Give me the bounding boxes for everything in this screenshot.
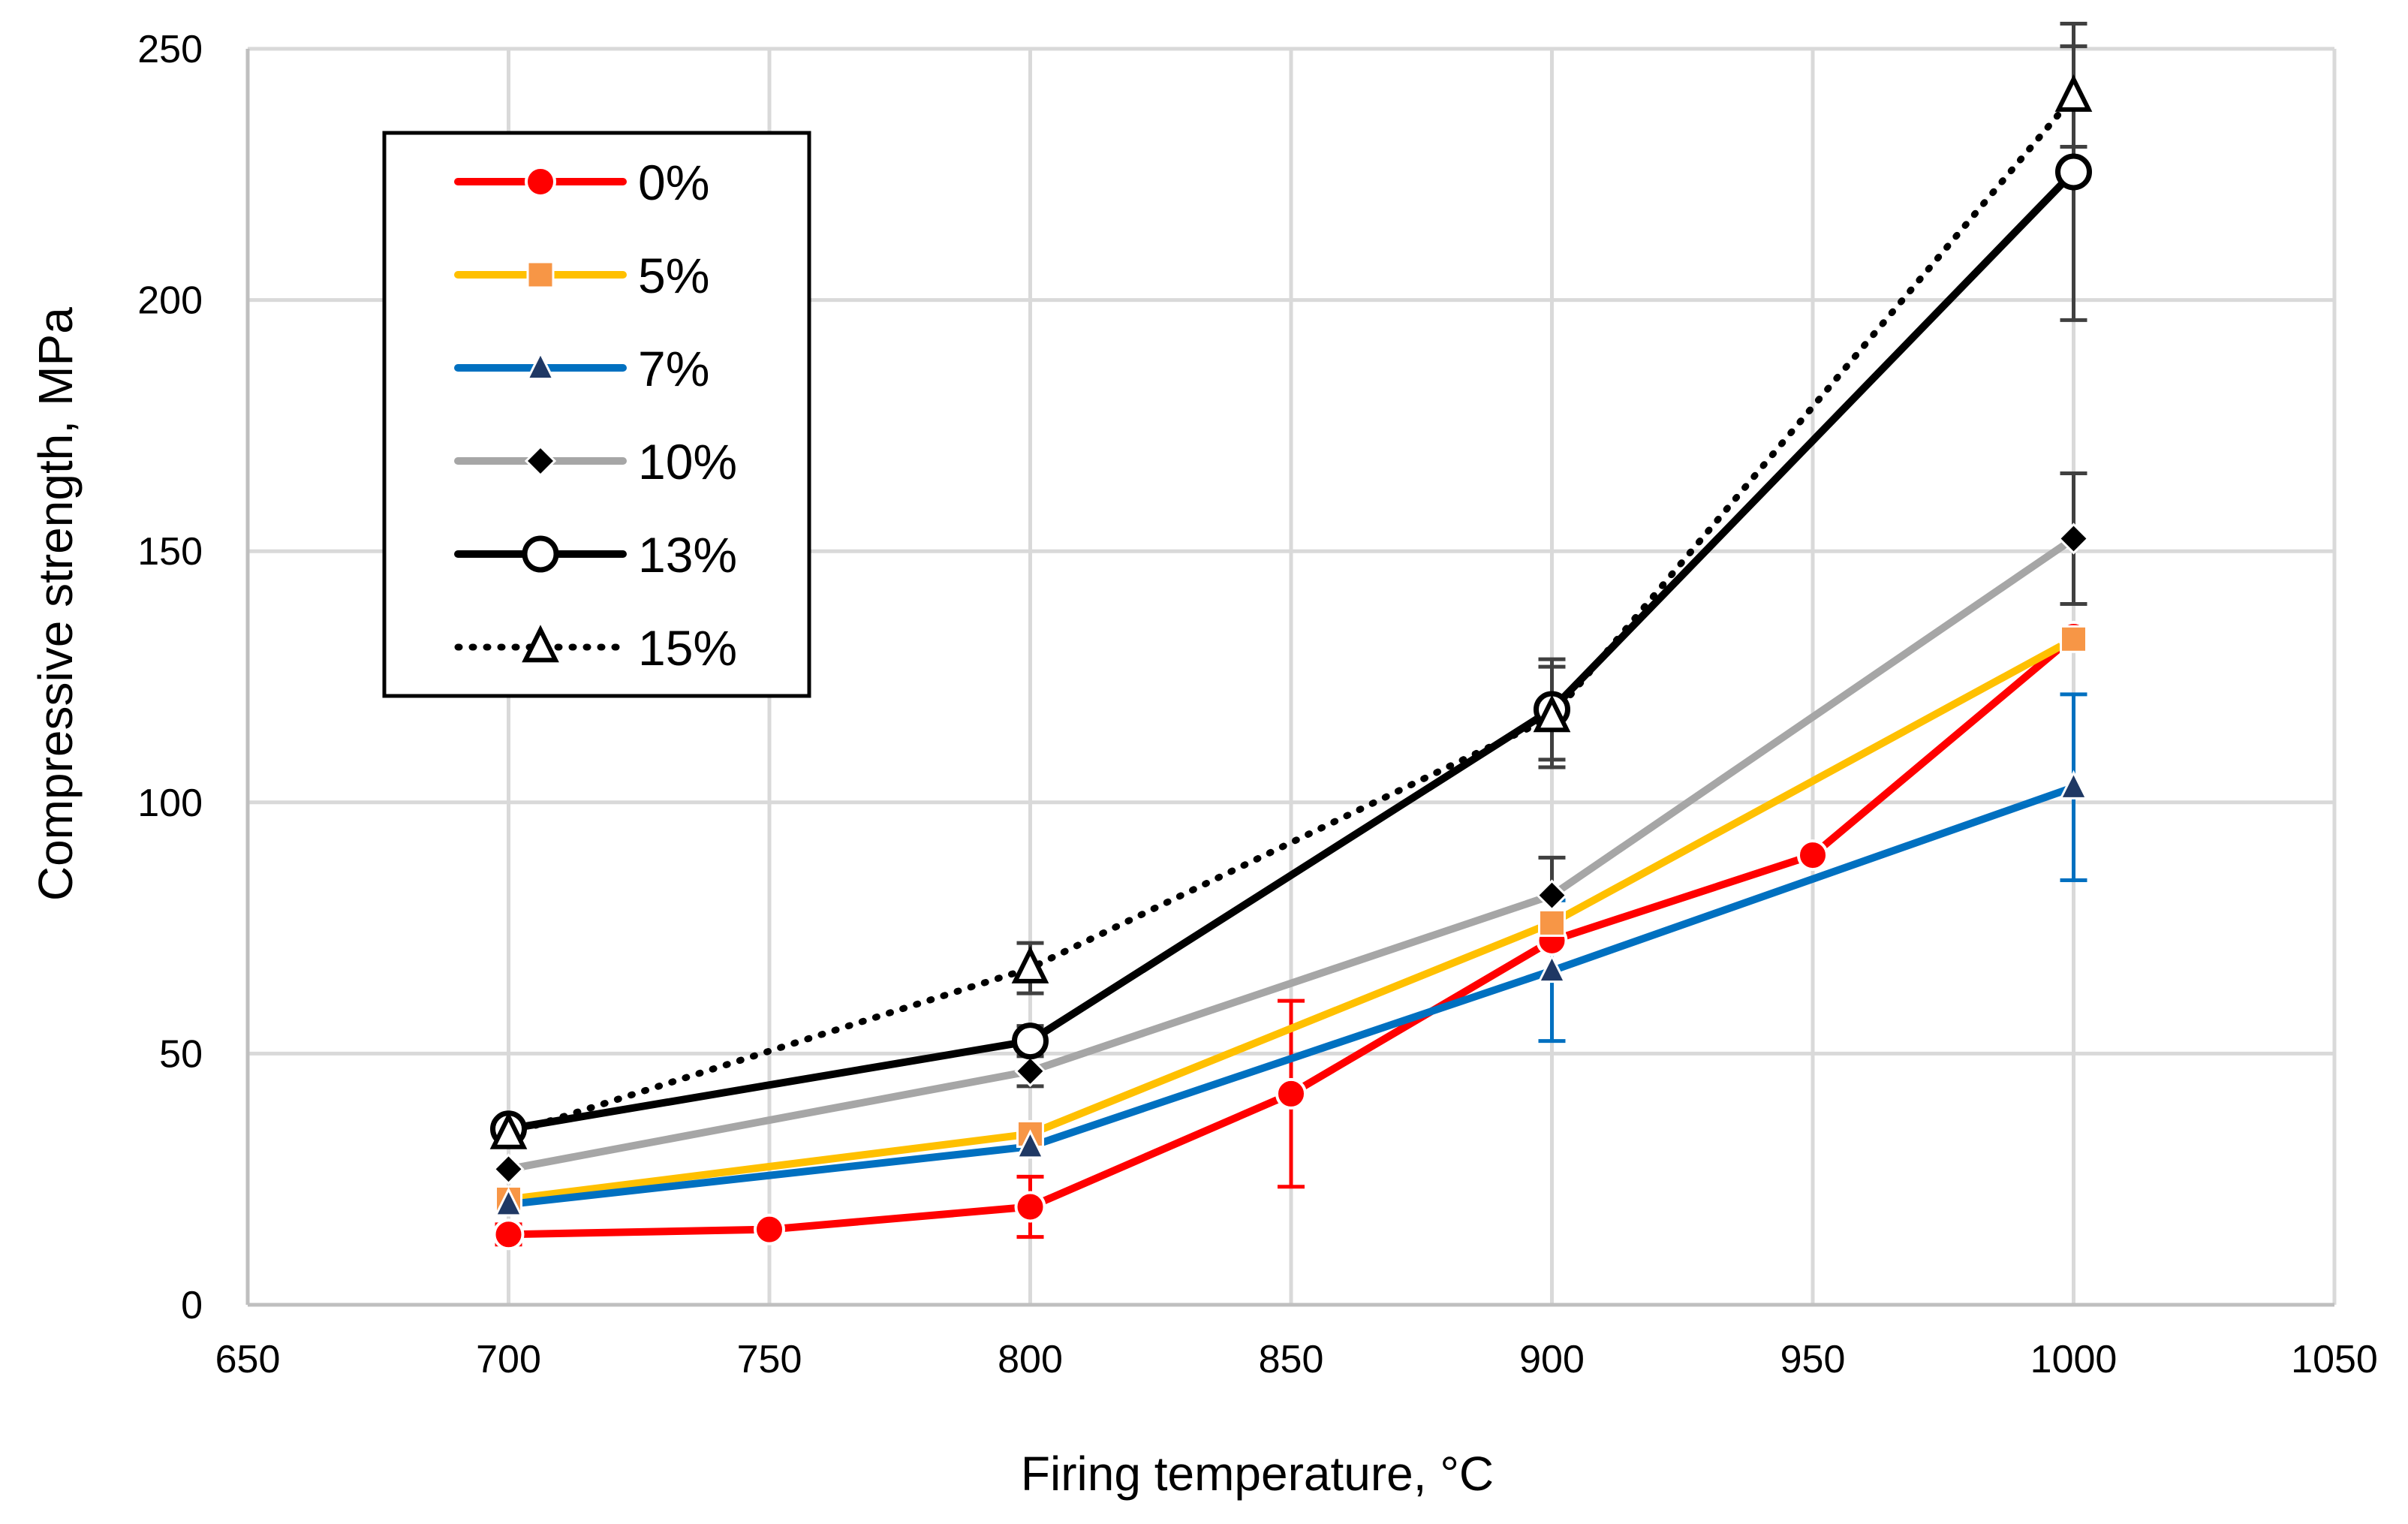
legend-0pct-label: 0%: [638, 155, 709, 210]
legend-10pct-label: 10%: [638, 434, 737, 489]
series-15pct-point: [2054, 74, 2093, 112]
x-tick-label: 750: [737, 1338, 802, 1381]
series-10pct-line: [504, 535, 2078, 1173]
series-13pct-point: [2055, 153, 2092, 191]
series-10pct-point: [1014, 1055, 1046, 1087]
y-tick-label: 200: [137, 279, 203, 323]
x-tick-label: 1050: [2291, 1338, 2378, 1381]
y-axis-title-unit: MPa: [29, 307, 83, 406]
series-5pct-point: [1538, 908, 1566, 937]
series-0pct-point: [492, 1218, 525, 1251]
series-0pct-point: [754, 1213, 785, 1245]
x-tick-label: 900: [1519, 1338, 1585, 1381]
series-7pct-point: [2059, 770, 2088, 800]
series-7pct-point: [494, 1187, 523, 1217]
series-15pct-point: [489, 1111, 528, 1149]
plot-area: [245, 49, 2334, 1307]
series-0pct-point: [1014, 1191, 1046, 1223]
series-10pct-point: [2057, 523, 2090, 555]
series-15pct-line: [505, 93, 2077, 1137]
y-tick-label: 100: [137, 782, 203, 825]
series-7pct-point: [1537, 953, 1567, 983]
series-13pct-line: [504, 167, 2078, 1133]
legend: 0% 5% 7% 10% 13% 15%: [382, 131, 811, 698]
legend-13pct-label: 13%: [638, 527, 737, 583]
series-7pct-point: [1016, 1129, 1045, 1159]
legend-15pct-swatch-marker: [522, 625, 559, 663]
y-tick-label: 0: [181, 1284, 203, 1327]
legend-5pct-label: 5%: [638, 248, 709, 303]
x-tick-label: 800: [998, 1338, 1063, 1381]
y-axis-title-text: Compressive strength,: [29, 420, 83, 901]
x-axis-title: Firing temperature, °C: [1021, 1447, 1494, 1501]
y-tick-label: 50: [159, 1032, 203, 1076]
series-markers: [489, 74, 2093, 1251]
legend-5pct-swatch-marker: [526, 261, 555, 289]
series-0pct-point: [1797, 839, 1829, 872]
y-tick-label: 150: [137, 530, 203, 574]
series-10pct-point: [1536, 879, 1568, 911]
legend-15pct-label: 15%: [638, 620, 737, 676]
axis-ticks: 650 700 750 800 850 900 950 1000 1050 0 50 100 150 20…: [137, 28, 2378, 1381]
y-tick-label: 250: [137, 28, 203, 71]
x-tick-label: 950: [1780, 1338, 1846, 1381]
series-15pct-point: [1533, 694, 1571, 733]
legend-7pct-label: 7%: [638, 341, 709, 396]
series-5pct-line: [504, 635, 2078, 1203]
series-15pct-point: [1011, 945, 1049, 983]
series-5pct-point: [2060, 625, 2087, 653]
series-10pct-point: [492, 1153, 525, 1185]
x-tick-label: 850: [1259, 1338, 1324, 1381]
legend-box: [382, 131, 811, 698]
series-13pct-point: [1012, 1023, 1049, 1060]
y-axis-title: Compressive strength, MPa: [29, 307, 83, 901]
series-7pct-line: [504, 783, 2078, 1209]
x-tick-label: 700: [476, 1338, 541, 1381]
legend-10pct-swatch-marker: [524, 444, 557, 477]
legend-13pct-swatch-marker: [522, 535, 559, 573]
legend-0pct-swatch-marker: [525, 166, 556, 197]
x-tick-label: 1000: [2030, 1338, 2118, 1381]
legend-7pct-swatch-marker: [525, 351, 555, 381]
x-tick-label: 650: [215, 1338, 281, 1381]
series-0pct-point: [1275, 1077, 1307, 1110]
